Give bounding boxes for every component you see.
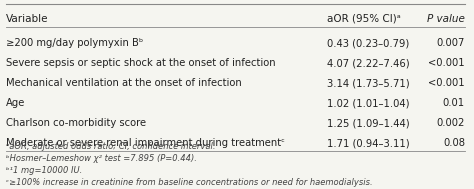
Text: ≥200 mg/day polymyxin Bᵇ: ≥200 mg/day polymyxin Bᵇ bbox=[6, 38, 143, 48]
Text: P value: P value bbox=[427, 14, 465, 24]
Text: Mechanical ventilation at the onset of infection: Mechanical ventilation at the onset of i… bbox=[6, 78, 242, 88]
Text: 0.08: 0.08 bbox=[443, 138, 465, 148]
Text: ᶜ≥100% increase in creatinine from baseline concentrations or need for haemodial: ᶜ≥100% increase in creatinine from basel… bbox=[6, 178, 373, 187]
Text: ᵇHosmer–Lemeshow χ² test =7.895 (P=0.44).: ᵇHosmer–Lemeshow χ² test =7.895 (P=0.44)… bbox=[6, 154, 197, 163]
Text: 0.002: 0.002 bbox=[437, 118, 465, 128]
Text: 0.01: 0.01 bbox=[443, 98, 465, 108]
Text: <0.001: <0.001 bbox=[428, 58, 465, 68]
Text: 3.14 (1.73–5.71): 3.14 (1.73–5.71) bbox=[327, 78, 410, 88]
Text: Moderate or severe renal impairment during treatmentᶜ: Moderate or severe renal impairment duri… bbox=[6, 138, 285, 148]
Text: 4.07 (2.22–7.46): 4.07 (2.22–7.46) bbox=[327, 58, 410, 68]
Text: 0.43 (0.23–0.79): 0.43 (0.23–0.79) bbox=[327, 38, 409, 48]
Text: Severe sepsis or septic shock at the onset of infection: Severe sepsis or septic shock at the ons… bbox=[6, 58, 276, 68]
Text: Variable: Variable bbox=[6, 14, 48, 24]
Text: 1.71 (0.94–3.11): 1.71 (0.94–3.11) bbox=[327, 138, 410, 148]
Text: <0.001: <0.001 bbox=[428, 78, 465, 88]
Text: 1.02 (1.01–1.04): 1.02 (1.01–1.04) bbox=[327, 98, 410, 108]
Text: Charlson co-morbidity score: Charlson co-morbidity score bbox=[6, 118, 146, 128]
Text: 0.007: 0.007 bbox=[437, 38, 465, 48]
Text: 1.25 (1.09–1.44): 1.25 (1.09–1.44) bbox=[327, 118, 410, 128]
Text: ᵃaOR, adjusted odds ratio; CI, confidence interval.: ᵃaOR, adjusted odds ratio; CI, confidenc… bbox=[6, 142, 216, 151]
Text: Age: Age bbox=[6, 98, 26, 108]
Text: ᵇ¹1 mg=10000 IU.: ᵇ¹1 mg=10000 IU. bbox=[6, 166, 82, 175]
Text: aOR (95% CI)ᵃ: aOR (95% CI)ᵃ bbox=[327, 14, 401, 24]
